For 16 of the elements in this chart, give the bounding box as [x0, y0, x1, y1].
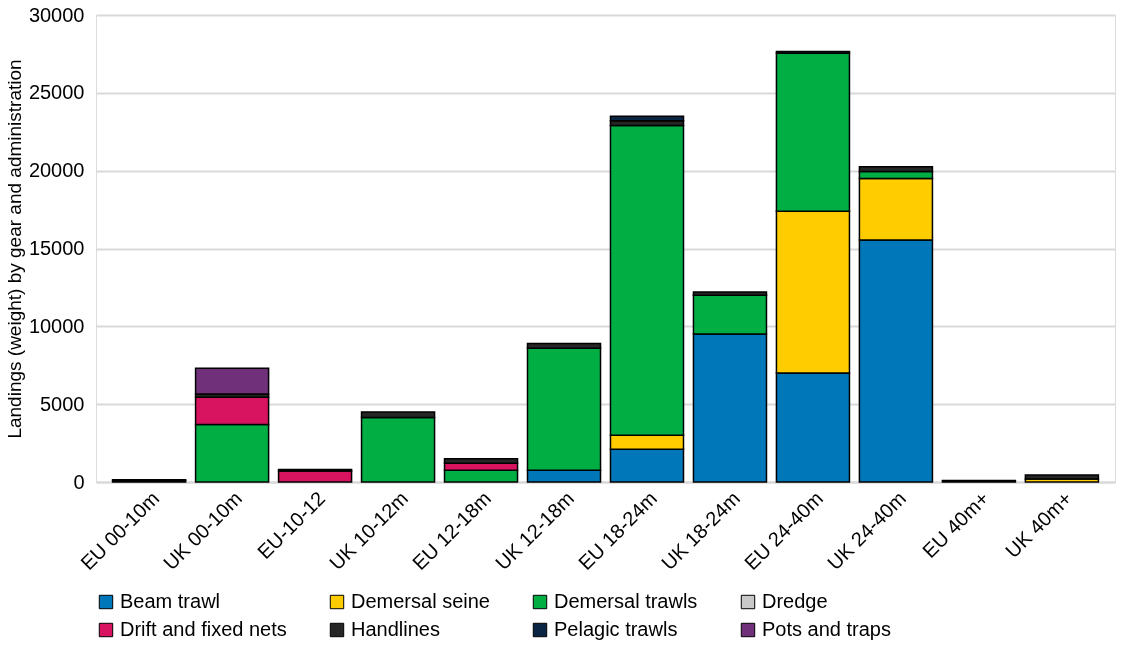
legend-label: Beam trawl — [120, 590, 221, 612]
y-tick-label: 5000 — [40, 392, 85, 415]
legend-label: Demersal trawls — [554, 590, 698, 612]
legend-label: Demersal seine — [351, 590, 490, 612]
y-axis-title: Landings (weight) by gear and administration — [3, 59, 25, 439]
legend-label: Pots and traps — [762, 618, 891, 640]
y-tick-label: 10000 — [28, 314, 85, 337]
legend-label: Dredge — [762, 590, 828, 612]
y-tick-label: 15000 — [28, 237, 85, 259]
y-tick-label: 30000 — [28, 3, 85, 26]
y-tick-label: 25000 — [28, 81, 85, 104]
legend-label: Drift and fixed nets — [120, 618, 287, 640]
legend-label: Pelagic trawls — [554, 618, 678, 640]
y-tick-label: 20000 — [28, 159, 85, 182]
legend-label: Handlines — [351, 618, 440, 640]
y-tick-label: 0 — [73, 470, 85, 493]
